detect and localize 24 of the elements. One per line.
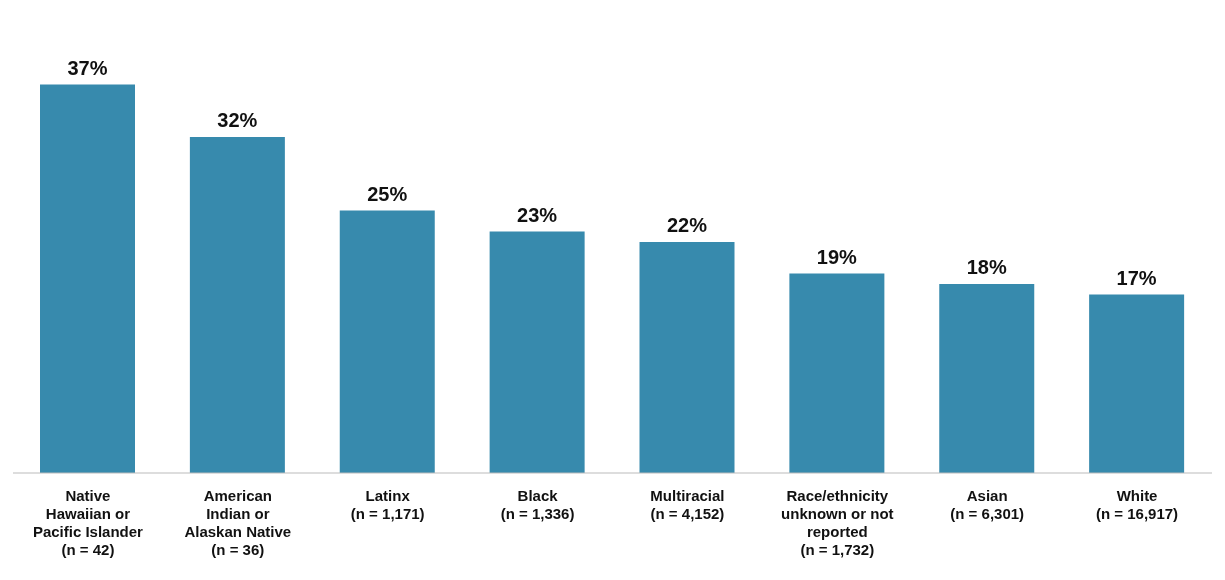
x-tick-label: American Indian or Alaskan Native (n = 36) [184,487,292,558]
bar [489,231,585,473]
bar [40,84,135,473]
bar [1089,294,1185,473]
x-tick-label: White (n = 16,917) [1095,487,1179,522]
data-label: 22% [666,214,708,236]
x-tick-label: Native Hawaiian or Pacific Islander (n = 42) [32,487,144,558]
data-label: 32% [217,109,258,131]
data-label: 23% [517,203,558,226]
data-label: 17% [1116,266,1157,289]
data-label: 37% [67,56,108,79]
bar [189,137,285,473]
data-label: 18% [966,256,1007,278]
bar [939,284,1035,473]
x-tick-label: Black (n = 1,336) [500,487,575,522]
data-label: 19% [816,245,858,268]
bar [339,210,435,473]
x-tick-label: Race/ethnicity unknown or not reported (n = 1,732) [781,487,894,558]
bar [789,273,885,473]
bar [639,242,735,473]
x-tick-label: Latinx (n = 1,171) [350,487,425,522]
data-label: 25% [367,182,408,205]
x-tick-label: Multiracial (n = 4,152) [650,487,725,522]
x-tick-label: Asian (n = 6,301) [950,487,1025,522]
